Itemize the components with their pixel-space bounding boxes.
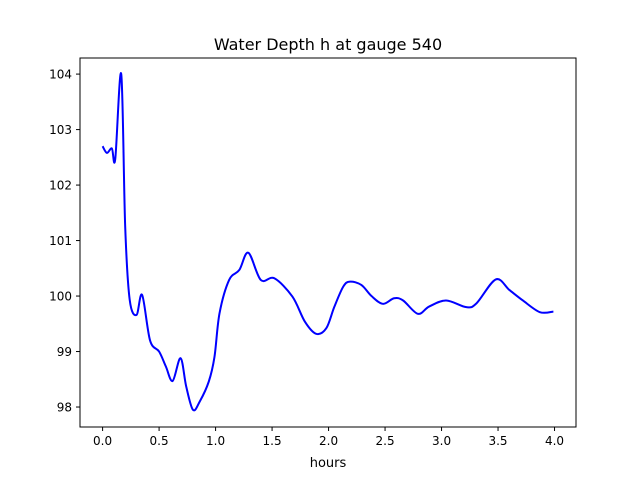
axes-frame bbox=[79, 57, 577, 428]
x-tick-label: 3.0 bbox=[432, 434, 451, 448]
plot-area bbox=[101, 72, 554, 412]
series-line-h bbox=[101, 72, 554, 412]
y-tick-label: 103 bbox=[49, 123, 72, 137]
x-tick-label: 0.0 bbox=[93, 434, 112, 448]
y-tick-label: 98 bbox=[57, 401, 72, 415]
y-tick-label: 101 bbox=[49, 234, 72, 248]
x-tick-label: 1.0 bbox=[206, 434, 225, 448]
x-tick-label: 2.0 bbox=[319, 434, 338, 448]
x-axis-label: hours bbox=[310, 456, 347, 471]
y-tick-label: 104 bbox=[49, 68, 72, 82]
x-tick-label: 3.5 bbox=[488, 434, 507, 448]
x-axis: 0.0 0.5 1.0 1.5 2.0 2.5 3.0 3.5 4.0 bbox=[93, 427, 564, 448]
y-tick-label: 99 bbox=[57, 345, 72, 359]
x-tick-label: 4.0 bbox=[545, 434, 564, 448]
y-axis: 98 99 100 101 102 103 104 bbox=[49, 68, 80, 415]
x-tick-label: 1.5 bbox=[263, 434, 282, 448]
x-tick-label: 0.5 bbox=[150, 434, 169, 448]
y-tick-label: 102 bbox=[49, 179, 72, 193]
y-tick-label: 100 bbox=[49, 290, 72, 304]
x-tick-label: 2.5 bbox=[376, 434, 395, 448]
chart-title: Water Depth h at gauge 540 bbox=[214, 35, 442, 54]
